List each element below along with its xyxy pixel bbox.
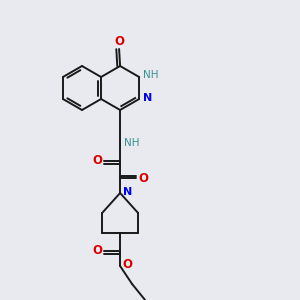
Text: NH: NH bbox=[124, 138, 140, 148]
Text: O: O bbox=[122, 259, 132, 272]
Text: N: N bbox=[143, 93, 152, 103]
Text: O: O bbox=[138, 172, 148, 184]
Text: O: O bbox=[92, 154, 102, 167]
Text: N: N bbox=[123, 187, 132, 197]
Text: NH: NH bbox=[143, 70, 159, 80]
Text: O: O bbox=[114, 35, 124, 48]
Text: O: O bbox=[92, 244, 102, 257]
